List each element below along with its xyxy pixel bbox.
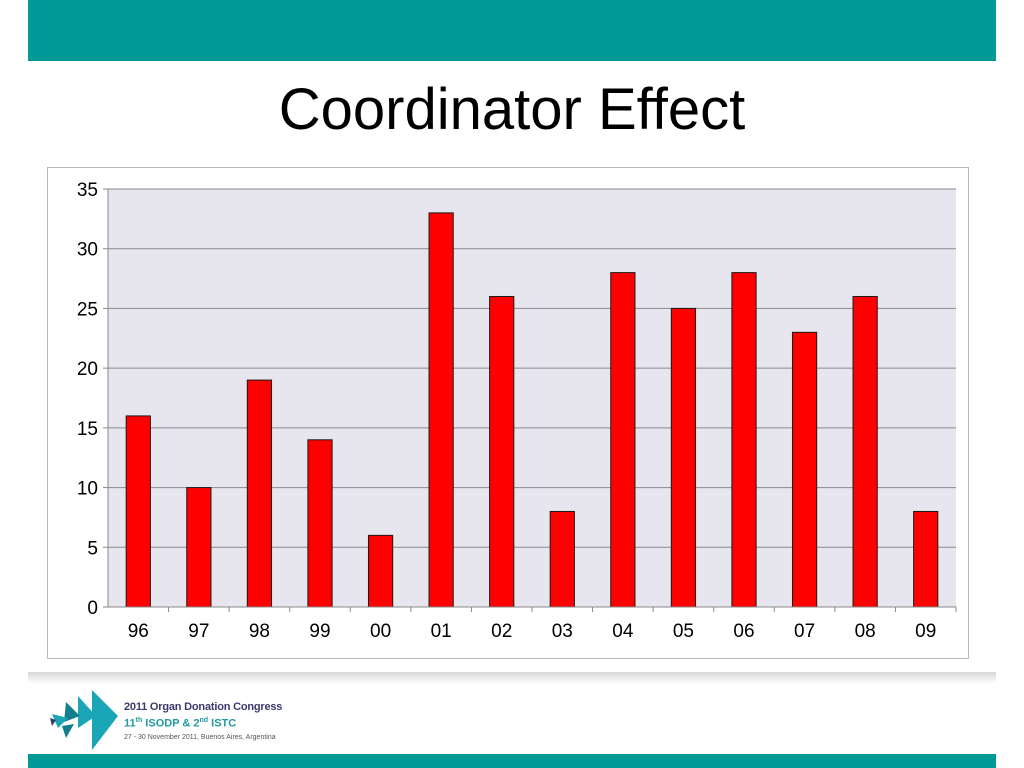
axes	[103, 188, 957, 612]
y-tick-label: 20	[77, 359, 98, 380]
bar-02	[489, 295, 515, 608]
x-tick-label: 98	[249, 621, 270, 642]
bottom-color-band	[28, 754, 996, 768]
congress-logo-icon	[48, 688, 120, 757]
bar-09	[913, 510, 939, 608]
chart-container: 0 5 10 15 20 25 30 35 96 97 98 99 00 01 02 03 04 05 06 07 08…	[47, 167, 969, 659]
x-tick-label: 08	[855, 621, 876, 642]
bar-04	[610, 272, 636, 608]
y-tick-label: 35	[77, 180, 98, 201]
bar-05	[670, 307, 697, 608]
bar-08	[852, 295, 878, 608]
x-tick-label: 03	[552, 621, 573, 642]
top-color-band	[28, 0, 996, 61]
x-tick-label: 96	[128, 621, 149, 642]
y-tick-label: 25	[77, 299, 98, 320]
bar-06	[731, 272, 757, 608]
bar-99	[307, 439, 333, 608]
x-tick-label: 07	[794, 621, 815, 642]
bar-97	[186, 487, 212, 608]
congress-name: 2011 Organ Donation Congress	[124, 701, 283, 713]
footer-divider	[28, 672, 996, 684]
x-tick-label: 97	[188, 621, 209, 642]
x-tick-label: 02	[491, 621, 512, 642]
x-tick-label: 99	[309, 621, 330, 642]
plot-area	[108, 189, 956, 607]
x-tick-label: 00	[370, 621, 391, 642]
congress-edition: 11th ISODP & 2nd ISTC	[124, 717, 237, 730]
bar-96	[125, 415, 151, 608]
x-tick-label: 09	[915, 621, 936, 642]
bar-98	[246, 379, 273, 608]
bar-07	[791, 331, 818, 608]
bars	[125, 212, 939, 608]
congress-dates: 27 - 30 November 2011, Buenos Aires, Arg…	[124, 733, 276, 741]
congress-info: 2011 Organ Donation Congress 11th ISODP …	[124, 700, 282, 745]
y-tick-label: 15	[77, 419, 98, 440]
y-tick-label: 0	[87, 598, 98, 619]
x-tick-label: 06	[733, 621, 754, 642]
bar-03	[549, 510, 575, 608]
x-tick-label: 05	[673, 621, 694, 642]
slide-title: Coordinator Effect	[278, 77, 746, 142]
y-tick-label: 10	[77, 479, 98, 500]
x-tick-label: 04	[612, 621, 634, 642]
y-tick-label: 30	[77, 240, 98, 261]
y-tick-label: 5	[87, 538, 98, 559]
x-tick-label: 01	[431, 621, 452, 642]
bar-01	[428, 212, 454, 608]
bar-00	[367, 534, 394, 608]
